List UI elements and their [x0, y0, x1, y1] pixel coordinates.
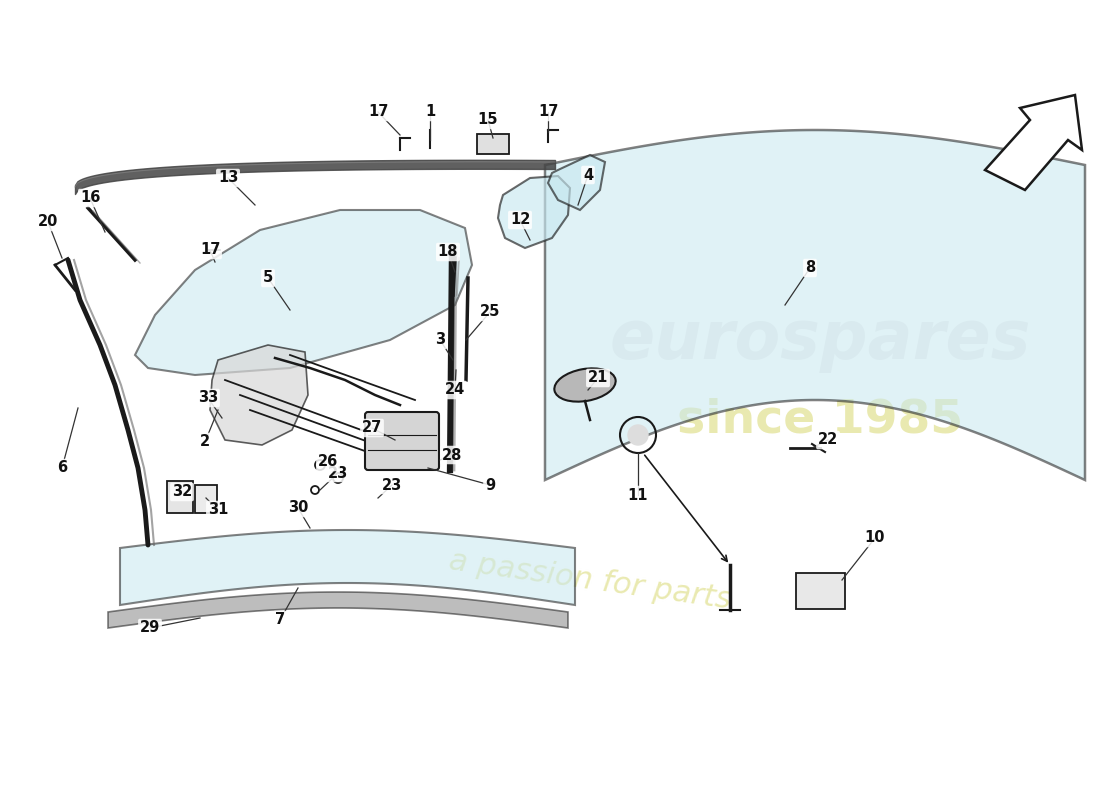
Text: since 1985: since 1985 — [676, 398, 964, 442]
Circle shape — [628, 425, 648, 445]
Text: 11: 11 — [628, 487, 648, 502]
Text: a passion for parts: a passion for parts — [447, 546, 733, 614]
Text: 4: 4 — [583, 167, 593, 182]
Text: 15: 15 — [477, 113, 498, 127]
Text: 13: 13 — [218, 170, 239, 186]
Text: 12: 12 — [509, 213, 530, 227]
Text: 17: 17 — [200, 242, 220, 258]
FancyBboxPatch shape — [796, 573, 845, 609]
Polygon shape — [544, 130, 1085, 480]
Text: 27: 27 — [362, 421, 382, 435]
Polygon shape — [210, 345, 308, 445]
Text: 23: 23 — [382, 478, 403, 493]
Text: 30: 30 — [288, 501, 308, 515]
Polygon shape — [120, 530, 575, 605]
Polygon shape — [108, 592, 568, 628]
FancyBboxPatch shape — [167, 481, 192, 513]
Text: 10: 10 — [865, 530, 886, 546]
Text: 9: 9 — [485, 478, 495, 493]
Text: 24: 24 — [444, 382, 465, 398]
Text: 23: 23 — [328, 466, 348, 481]
Polygon shape — [498, 176, 570, 248]
Text: 22: 22 — [818, 433, 838, 447]
Text: 17: 17 — [367, 105, 388, 119]
Text: 3: 3 — [434, 333, 446, 347]
Text: 8: 8 — [805, 261, 815, 275]
Text: 29: 29 — [140, 621, 161, 635]
Text: 6: 6 — [57, 461, 67, 475]
Text: 17: 17 — [538, 105, 558, 119]
Text: 26: 26 — [318, 454, 338, 470]
Text: 28: 28 — [442, 447, 462, 462]
Text: 16: 16 — [80, 190, 100, 206]
Text: 7: 7 — [275, 613, 285, 627]
Text: 5: 5 — [263, 270, 273, 286]
FancyBboxPatch shape — [477, 134, 509, 154]
Polygon shape — [548, 155, 605, 210]
Text: 20: 20 — [37, 214, 58, 230]
FancyBboxPatch shape — [195, 485, 217, 513]
Text: 21: 21 — [587, 370, 608, 386]
Text: 1: 1 — [425, 105, 436, 119]
FancyBboxPatch shape — [365, 412, 439, 470]
Polygon shape — [984, 95, 1082, 190]
Text: 2: 2 — [200, 434, 210, 450]
Text: 31: 31 — [208, 502, 228, 518]
Text: 32: 32 — [172, 485, 192, 499]
Ellipse shape — [554, 368, 616, 402]
Text: 33: 33 — [198, 390, 218, 406]
Text: 25: 25 — [480, 305, 501, 319]
Text: eurospares: eurospares — [609, 307, 1031, 373]
Text: 18: 18 — [438, 245, 459, 259]
Polygon shape — [135, 210, 472, 375]
